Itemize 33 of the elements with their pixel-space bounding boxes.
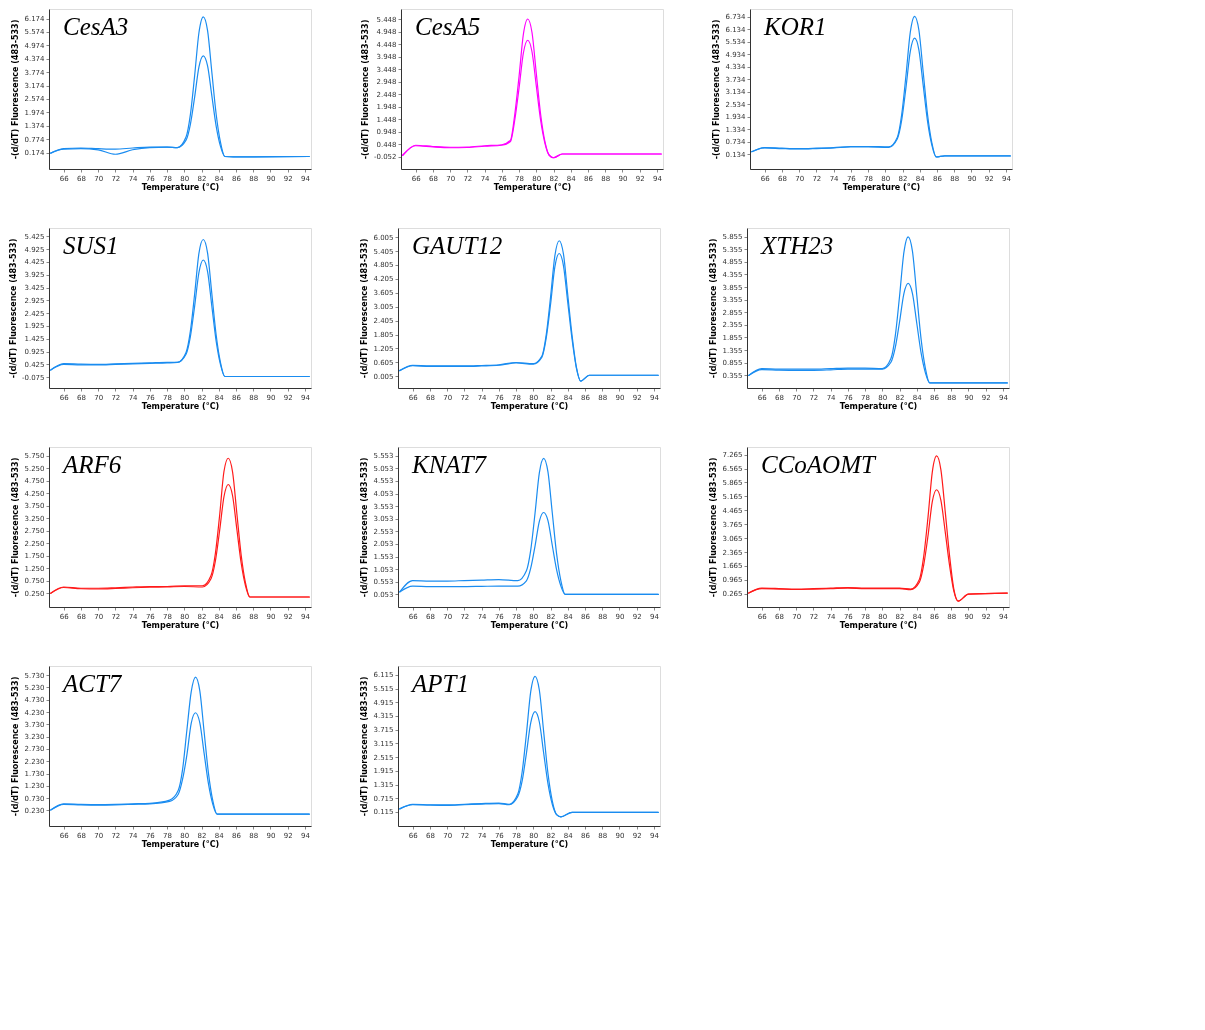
chart-title: CesA3 — [63, 13, 129, 40]
y-axis-title: -(d/dT) Fluorescence (483-533) — [709, 238, 719, 379]
x-axis-title: Temperature (°C) — [490, 401, 569, 411]
y-axis-title: -(d/dT) Fluorescence (483-533) — [360, 238, 370, 379]
x-axis-title: Temperature (°C) — [490, 620, 569, 630]
chart-title: ARF6 — [61, 451, 122, 478]
x-axis-title: Temperature (°C) — [490, 839, 569, 849]
x-axis-title: Temperature (°C) — [839, 401, 918, 411]
y-axis-title: -(d/dT) Fluorescence (483-533) — [8, 238, 18, 379]
chart-title: GAUT12 — [412, 232, 503, 259]
chart-title: SUS1 — [63, 232, 119, 259]
chart-title: KNAT7 — [411, 451, 488, 478]
chart-title: ACT7 — [61, 670, 123, 697]
x-axis-title: Temperature (°C) — [839, 620, 918, 630]
x-axis-title: Temperature (°C) — [141, 182, 220, 192]
y-axis-title: -(d/dT) Fluorescence (483-533) — [360, 676, 370, 817]
chart-title: CesA5 — [415, 13, 481, 40]
y-axis-title: -(d/dT) Fluorescence (483-533) — [11, 19, 21, 160]
chart-title: KOR1 — [763, 13, 827, 40]
y-axis-title: -(d/dT) Fluorescence (483-533) — [11, 457, 21, 598]
y-axis-title: -(d/dT) Fluorescence (483-533) — [712, 19, 722, 160]
x-axis-title: Temperature (°C) — [493, 182, 572, 192]
x-axis-title: Temperature (°C) — [141, 620, 220, 630]
chart-title: CCoAOMT — [761, 451, 877, 478]
y-axis-title: -(d/dT) Fluorescence (483-533) — [11, 676, 21, 817]
y-axis-title: -(d/dT) Fluorescence (483-533) — [360, 457, 370, 598]
x-axis-title: Temperature (°C) — [842, 182, 921, 192]
chart-title: APT1 — [410, 670, 469, 697]
x-axis-title: Temperature (°C) — [141, 839, 220, 849]
y-axis-title: -(d/dT) Fluorescence (483-533) — [709, 457, 719, 598]
chart-title: XTH23 — [760, 232, 834, 259]
x-axis-title: Temperature (°C) — [141, 401, 220, 411]
y-axis-title: -(d/dT) Fluorescence (483-533) — [360, 19, 370, 160]
